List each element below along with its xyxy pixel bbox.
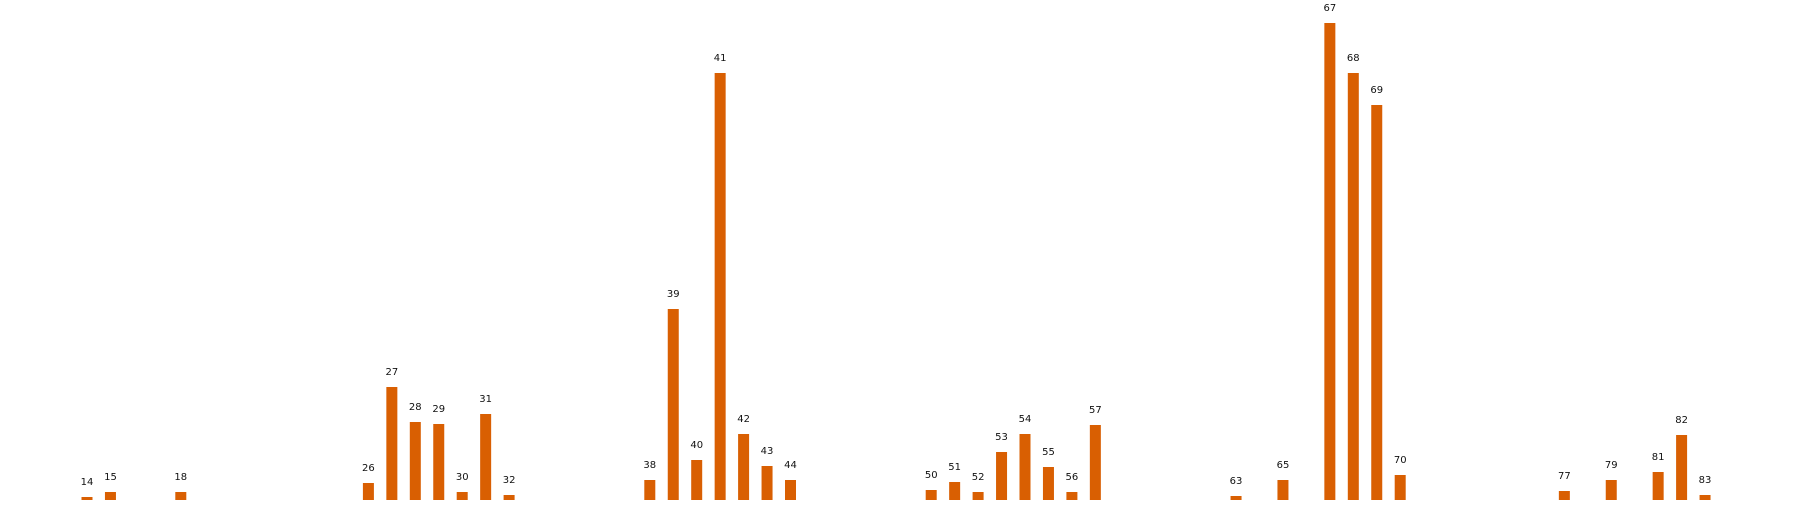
bar-label-63: 63 bbox=[1230, 476, 1243, 487]
bar-18 bbox=[175, 492, 187, 500]
bar-label-77: 77 bbox=[1558, 471, 1571, 482]
bar-26 bbox=[362, 483, 374, 500]
bar-30 bbox=[456, 492, 468, 500]
bar-label-54: 54 bbox=[1019, 414, 1032, 425]
bar-label-40: 40 bbox=[690, 440, 703, 451]
bar-67 bbox=[1324, 23, 1336, 500]
bar-label-50: 50 bbox=[925, 470, 938, 481]
bar-label-82: 82 bbox=[1675, 415, 1688, 426]
bar-43 bbox=[761, 466, 773, 500]
bar-31 bbox=[480, 414, 492, 500]
bar-32 bbox=[503, 495, 515, 500]
bar-label-69: 69 bbox=[1370, 85, 1383, 96]
bar-label-28: 28 bbox=[409, 402, 422, 413]
bar-28 bbox=[409, 422, 421, 500]
bar-44 bbox=[785, 480, 796, 500]
bar-label-83: 83 bbox=[1699, 475, 1712, 486]
bar-70 bbox=[1394, 475, 1406, 500]
bar-label-65: 65 bbox=[1277, 460, 1290, 471]
bar-label-18: 18 bbox=[174, 472, 187, 483]
bar-label-79: 79 bbox=[1605, 460, 1618, 471]
bar-38 bbox=[644, 480, 656, 500]
bar-57 bbox=[1089, 425, 1101, 500]
bar-label-30: 30 bbox=[456, 472, 469, 483]
bar-50 bbox=[925, 490, 937, 500]
bar-label-53: 53 bbox=[995, 432, 1008, 443]
bar-label-52: 52 bbox=[972, 472, 985, 483]
bar-label-57: 57 bbox=[1089, 405, 1102, 416]
bar-81 bbox=[1652, 472, 1664, 500]
bar-label-68: 68 bbox=[1347, 53, 1360, 64]
bar-69 bbox=[1371, 105, 1383, 500]
bar-label-43: 43 bbox=[761, 446, 774, 457]
bar-label-41: 41 bbox=[714, 53, 727, 64]
bar-29 bbox=[433, 424, 445, 500]
bar-label-15: 15 bbox=[104, 472, 117, 483]
bar-label-14: 14 bbox=[81, 477, 94, 488]
bar-77 bbox=[1558, 491, 1570, 500]
bar-label-27: 27 bbox=[385, 367, 398, 378]
bar-40 bbox=[691, 460, 703, 500]
bar-label-39: 39 bbox=[667, 289, 680, 300]
bar-label-29: 29 bbox=[432, 404, 445, 415]
bar-68 bbox=[1347, 73, 1359, 500]
bar-41 bbox=[714, 73, 726, 500]
bar-52 bbox=[972, 492, 984, 500]
bar-label-70: 70 bbox=[1394, 455, 1407, 466]
bar-42 bbox=[738, 434, 750, 500]
bar-83 bbox=[1699, 495, 1711, 500]
bar-55 bbox=[1042, 467, 1054, 500]
bar-label-67: 67 bbox=[1323, 3, 1336, 14]
bar-label-81: 81 bbox=[1652, 452, 1665, 463]
bar-15 bbox=[104, 492, 116, 500]
bar-65 bbox=[1277, 480, 1289, 500]
bar-54 bbox=[1019, 434, 1031, 500]
bar-51 bbox=[949, 482, 961, 500]
bar-39 bbox=[667, 309, 679, 500]
bar-label-26: 26 bbox=[362, 463, 375, 474]
bar-53 bbox=[996, 452, 1008, 500]
bar-label-51: 51 bbox=[948, 462, 961, 473]
bar-label-44: 44 bbox=[784, 460, 797, 471]
bar-label-31: 31 bbox=[479, 394, 492, 405]
bar-63 bbox=[1230, 496, 1242, 500]
bar-label-32: 32 bbox=[503, 475, 516, 486]
bar-label-56: 56 bbox=[1066, 472, 1079, 483]
bar-14 bbox=[81, 497, 93, 500]
bar-label-42: 42 bbox=[737, 414, 750, 425]
bar-label-55: 55 bbox=[1042, 447, 1055, 458]
bar-27 bbox=[386, 387, 398, 500]
bar-56 bbox=[1066, 492, 1078, 500]
bar-79 bbox=[1605, 480, 1617, 500]
bar-label-38: 38 bbox=[643, 460, 656, 471]
bar-82 bbox=[1676, 435, 1688, 500]
